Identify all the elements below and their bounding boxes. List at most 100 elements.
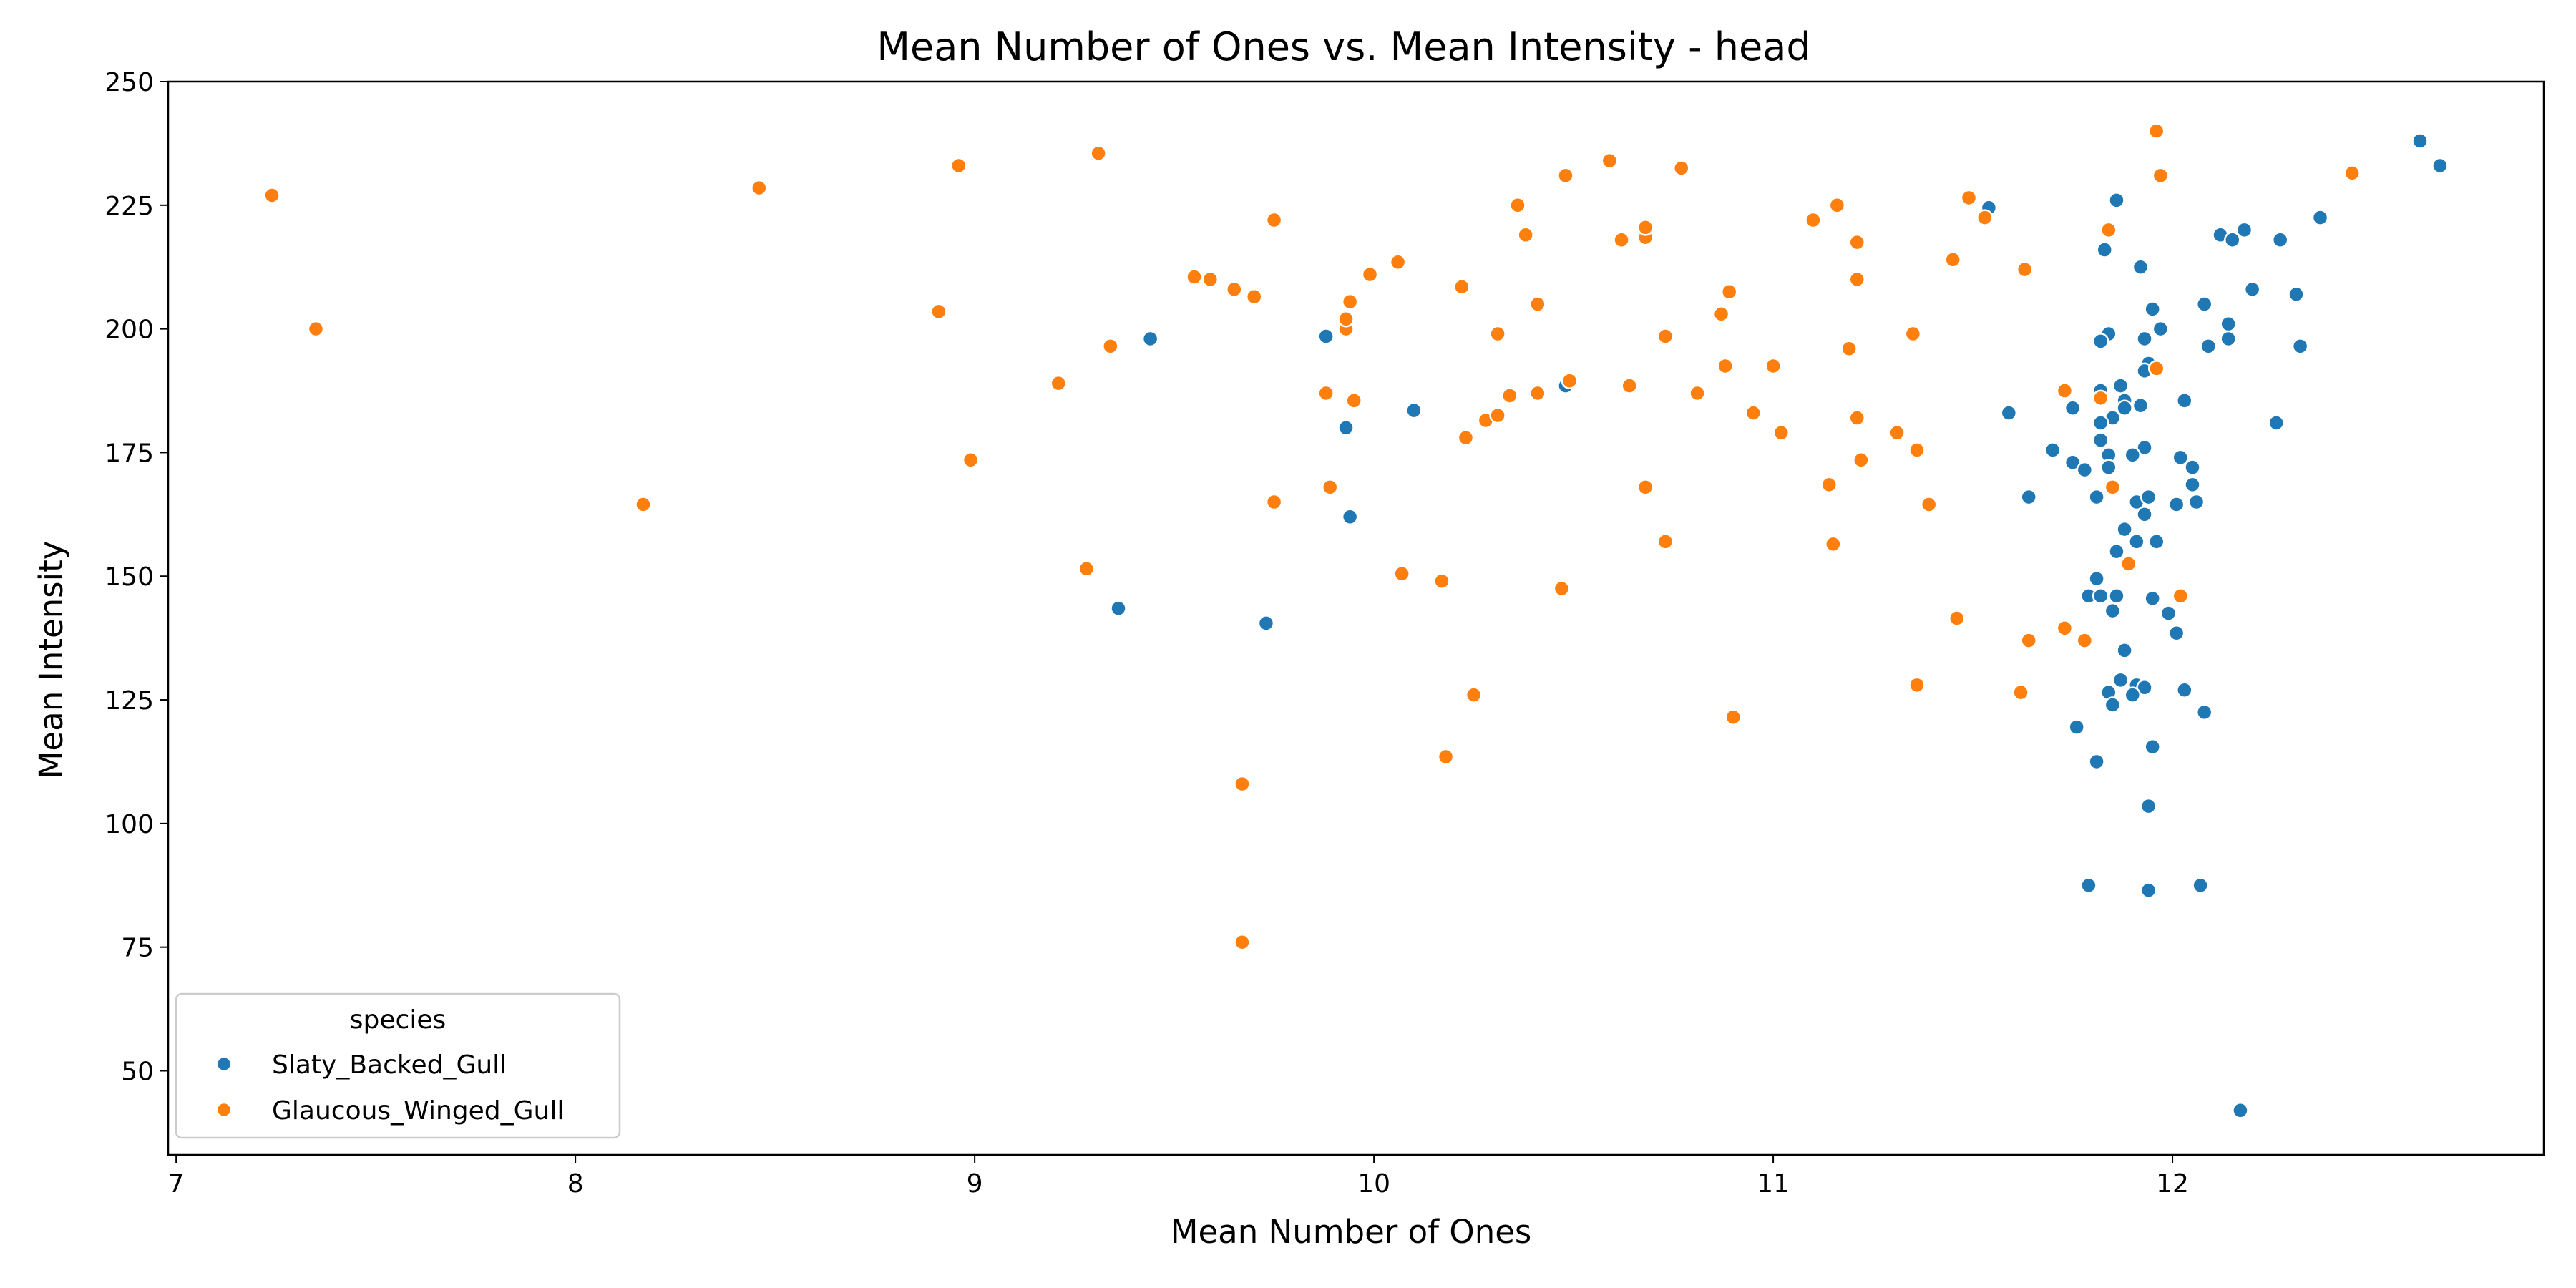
data-point-slaty-backed-gull [2200,338,2218,355]
data-point-slaty-backed-gull [2271,231,2289,248]
x-tick-label: 9 [967,1169,983,1199]
data-point-glaucous-winged-gull [1509,197,1526,214]
data-point-glaucous-winged-gull [1489,325,1506,343]
data-point-glaucous-winged-gull [1888,424,1906,441]
data-point-slaty-backed-gull [2224,231,2241,248]
data-point-slaty-backed-gull [2064,399,2082,416]
data-point-glaucous-winged-gull [2012,683,2029,701]
data-point-glaucous-winged-gull [930,303,947,321]
data-point-glaucous-winged-gull [1317,384,1335,402]
data-point-slaty-backed-gull [2184,476,2201,494]
data-point-slaty-backed-gull [2148,533,2165,550]
data-point-glaucous-winged-gull [263,187,280,204]
data-point-slaty-backed-gull [2144,590,2161,608]
data-point-slaty-backed-gull [1337,419,1355,436]
y-tick-label: 200 [104,316,154,345]
data-point-glaucous-winged-gull [1828,197,1846,214]
data-point-glaucous-winged-gull [1948,610,1966,627]
data-point-slaty-backed-gull [1141,330,1159,348]
data-point-glaucous-winged-gull [1805,211,1822,229]
y-tick-label: 225 [104,192,154,221]
data-point-glaucous-winged-gull [1501,387,1518,404]
data-point-glaucous-winged-gull [962,452,980,469]
data-point-glaucous-winged-gull [1437,748,1455,766]
data-point-glaucous-winged-gull [1321,479,1339,496]
y-tick-label: 150 [104,562,154,592]
data-point-glaucous-winged-gull [1601,152,1619,170]
data-point-glaucous-winged-gull [1724,708,1742,726]
data-point-slaty-backed-gull [2000,404,2018,421]
data-point-slaty-backed-gull [2100,459,2117,476]
data-point-glaucous-winged-gull [1848,233,1866,251]
legend-label-glaucous-winged-gull: Glaucous_Winged_Gull [272,1096,564,1126]
x-axis-ticks: 7 8 9 10 11 12 [168,1155,2189,1199]
data-point-glaucous-winged-gull [2100,221,2117,239]
data-point-glaucous-winged-gull [1186,268,1203,286]
data-point-glaucous-winged-gull [1234,775,1251,793]
data-point-slaty-backed-gull [2176,681,2193,698]
data-point-slaty-backed-gull [2160,605,2177,622]
data-point-glaucous-winged-gull [2020,632,2037,649]
data-points [263,122,2449,1119]
data-point-glaucous-winged-gull [2343,165,2361,182]
data-point-glaucous-winged-gull [2152,167,2170,185]
data-point-glaucous-winged-gull [1457,429,1475,447]
data-point-slaty-backed-gull [2088,570,2105,587]
data-point-glaucous-winged-gull [950,157,967,175]
data-point-glaucous-winged-gull [1465,686,1483,703]
data-point-glaucous-winged-gull [1078,560,1096,577]
data-point-glaucous-winged-gull [1636,219,1654,236]
data-point-slaty-backed-gull [2092,431,2109,449]
data-point-glaucous-winged-gull [2104,479,2122,496]
data-point-slaty-backed-gull [2124,447,2142,464]
data-point-glaucous-winged-gull [1245,288,1263,306]
data-point-glaucous-winged-gull [1553,580,1571,597]
data-point-slaty-backed-gull [1257,615,1275,632]
data-point-glaucous-winged-gull [1853,452,1870,469]
data-point-glaucous-winged-gull [2076,632,2094,649]
data-point-glaucous-winged-gull [2148,122,2165,140]
data-point-glaucous-winged-gull [1840,340,1858,358]
data-point-slaty-backed-gull [2167,496,2185,513]
data-point-glaucous-winged-gull [1908,676,1926,694]
data-point-glaucous-winged-gull [2092,389,2109,407]
data-point-glaucous-winged-gull [2056,382,2074,399]
data-point-glaucous-winged-gull [1657,533,1674,550]
data-point-slaty-backed-gull [2092,333,2109,350]
data-point-slaty-backed-gull [2044,441,2062,459]
data-point-slaty-backed-gull [2080,877,2097,894]
data-point-slaty-backed-gull [2144,301,2161,318]
data-point-slaty-backed-gull [2136,439,2153,457]
data-point-glaucous-winged-gull [1944,251,1961,268]
x-tick-label: 7 [168,1169,185,1199]
data-point-slaty-backed-gull [2288,286,2305,303]
data-point-slaty-backed-gull [2108,587,2125,605]
y-tick-label: 175 [104,439,154,468]
data-point-glaucous-winged-gull [2056,620,2074,637]
data-point-glaucous-winged-gull [1226,280,1243,298]
data-point-slaty-backed-gull [2128,533,2145,550]
data-point-glaucous-winged-gull [1341,293,1359,311]
chart-title: Mean Number of Ones vs. Mean Intensity -… [877,24,1810,69]
data-point-glaucous-winged-gull [1673,160,1690,177]
x-tick-label: 11 [1757,1169,1790,1199]
data-point-slaty-backed-gull [2092,587,2109,605]
data-point-slaty-backed-gull [2076,461,2094,479]
data-point-slaty-backed-gull [2132,258,2150,275]
data-point-glaucous-winged-gull [1772,424,1790,441]
data-point-slaty-backed-gull [2195,296,2213,313]
data-point-slaty-backed-gull [2132,397,2150,414]
y-axis-ticks: 50 75 100 125 150 175 200 225 250 [104,68,168,1086]
y-tick-label: 50 [121,1057,154,1086]
data-point-slaty-backed-gull [2268,414,2285,431]
data-point-glaucous-winged-gull [1265,211,1283,229]
data-point-slaty-backed-gull [2140,797,2157,815]
data-point-slaty-backed-gull [2136,330,2153,348]
data-point-slaty-backed-gull [2192,877,2209,894]
data-point-glaucous-winged-gull [2148,360,2165,377]
data-point-glaucous-winged-gull [1345,392,1362,409]
data-point-glaucous-winged-gull [1361,265,1379,283]
data-point-glaucous-winged-gull [1745,404,1762,421]
y-tick-label: 250 [104,68,154,97]
data-point-slaty-backed-gull [2068,718,2085,736]
